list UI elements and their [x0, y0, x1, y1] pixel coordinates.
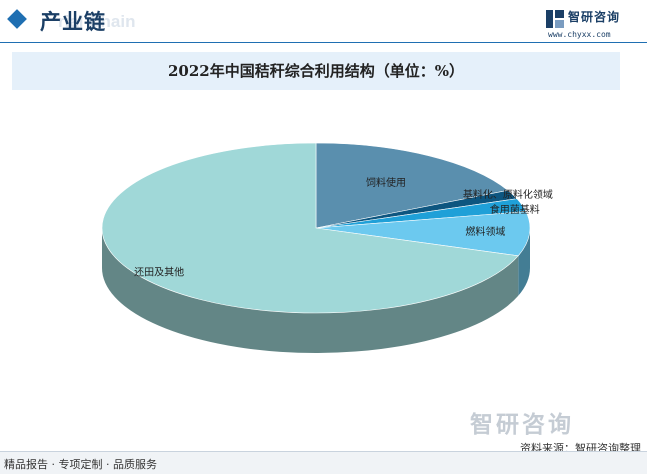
section-title: 产业链 — [40, 10, 106, 34]
logo-mark-icon — [546, 10, 564, 28]
slice-label-5: 还田及其他 — [134, 265, 184, 278]
brand-logo: 智研咨询 www.chyxx.com — [546, 8, 641, 39]
logo-name: 智研咨询 — [568, 10, 621, 24]
header-ghost-text: rial Chain — [58, 12, 136, 31]
footer-slogan: 精品报告 · 专项定制 · 品质服务 — [4, 458, 157, 471]
slice-label-4: 燃料领域 — [465, 225, 505, 238]
pie-slices — [101, 142, 531, 314]
slice-label-1: 饲料使用 — [366, 176, 406, 189]
header-rule — [0, 42, 647, 43]
slice-label-2: 基料化、原料化领域 — [463, 188, 553, 201]
logo-url: www.chyxx.com — [548, 30, 611, 39]
chart-title: 2022年中国秸秆综合利用结构（单位：%） — [12, 52, 620, 90]
diamond-icon — [7, 9, 27, 29]
pie-side-4 — [518, 228, 530, 296]
pie-slice-5 — [101, 142, 519, 314]
pie-side-5 — [101, 228, 519, 353]
pie-side-walls — [101, 228, 530, 353]
pie-slice-4 — [315, 211, 531, 257]
header: rial Chain 产业链 智研咨询 www.chyxx.com — [0, 0, 647, 44]
watermark: 智研咨询 — [470, 412, 574, 438]
footer-bar: 精品报告 · 专项定制 · 品质服务 — [0, 451, 647, 474]
slice-label-3: 食用菌基料 — [490, 203, 540, 216]
pie-slice-1 — [315, 142, 509, 229]
